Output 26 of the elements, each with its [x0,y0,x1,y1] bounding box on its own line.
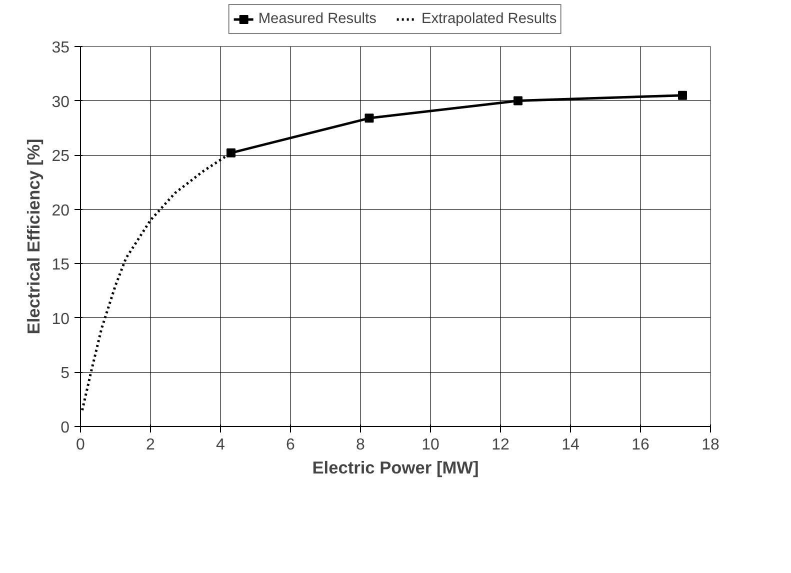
x-tick-label: 8 [356,436,366,454]
legend-label: Measured Results [258,11,376,27]
y-tick-label: 0 [60,420,70,436]
point [226,148,236,158]
legend-label: Extrapolated Results [421,11,557,27]
point [678,90,687,100]
x-tick-label: 6 [286,436,296,454]
x-tick-label: 14 [562,436,580,454]
x-tick-label: 4 [216,436,226,454]
x-tick-label: 12 [492,436,510,454]
x-tick-label: 10 [422,436,440,454]
x-tick-label: 2 [146,436,156,454]
y-tick-label: 25 [52,148,70,166]
x-tick-label: 18 [702,436,720,454]
y-tick-label: 35 [52,40,70,56]
point [514,96,522,106]
x-tick-label: 16 [632,436,650,454]
y-tick-label: 10 [52,310,70,328]
y-axis-title: Electrical Efficiency [%] [24,138,44,334]
y-tick-label: 15 [52,256,70,274]
x-tick-label: 0 [76,436,86,454]
y-tick-label: 20 [52,202,70,220]
point [364,114,374,123]
y-tick-label: 5 [60,365,70,382]
y-tick-label: 30 [52,94,70,111]
x-axis-title: Electric Power [MW] [312,458,479,478]
